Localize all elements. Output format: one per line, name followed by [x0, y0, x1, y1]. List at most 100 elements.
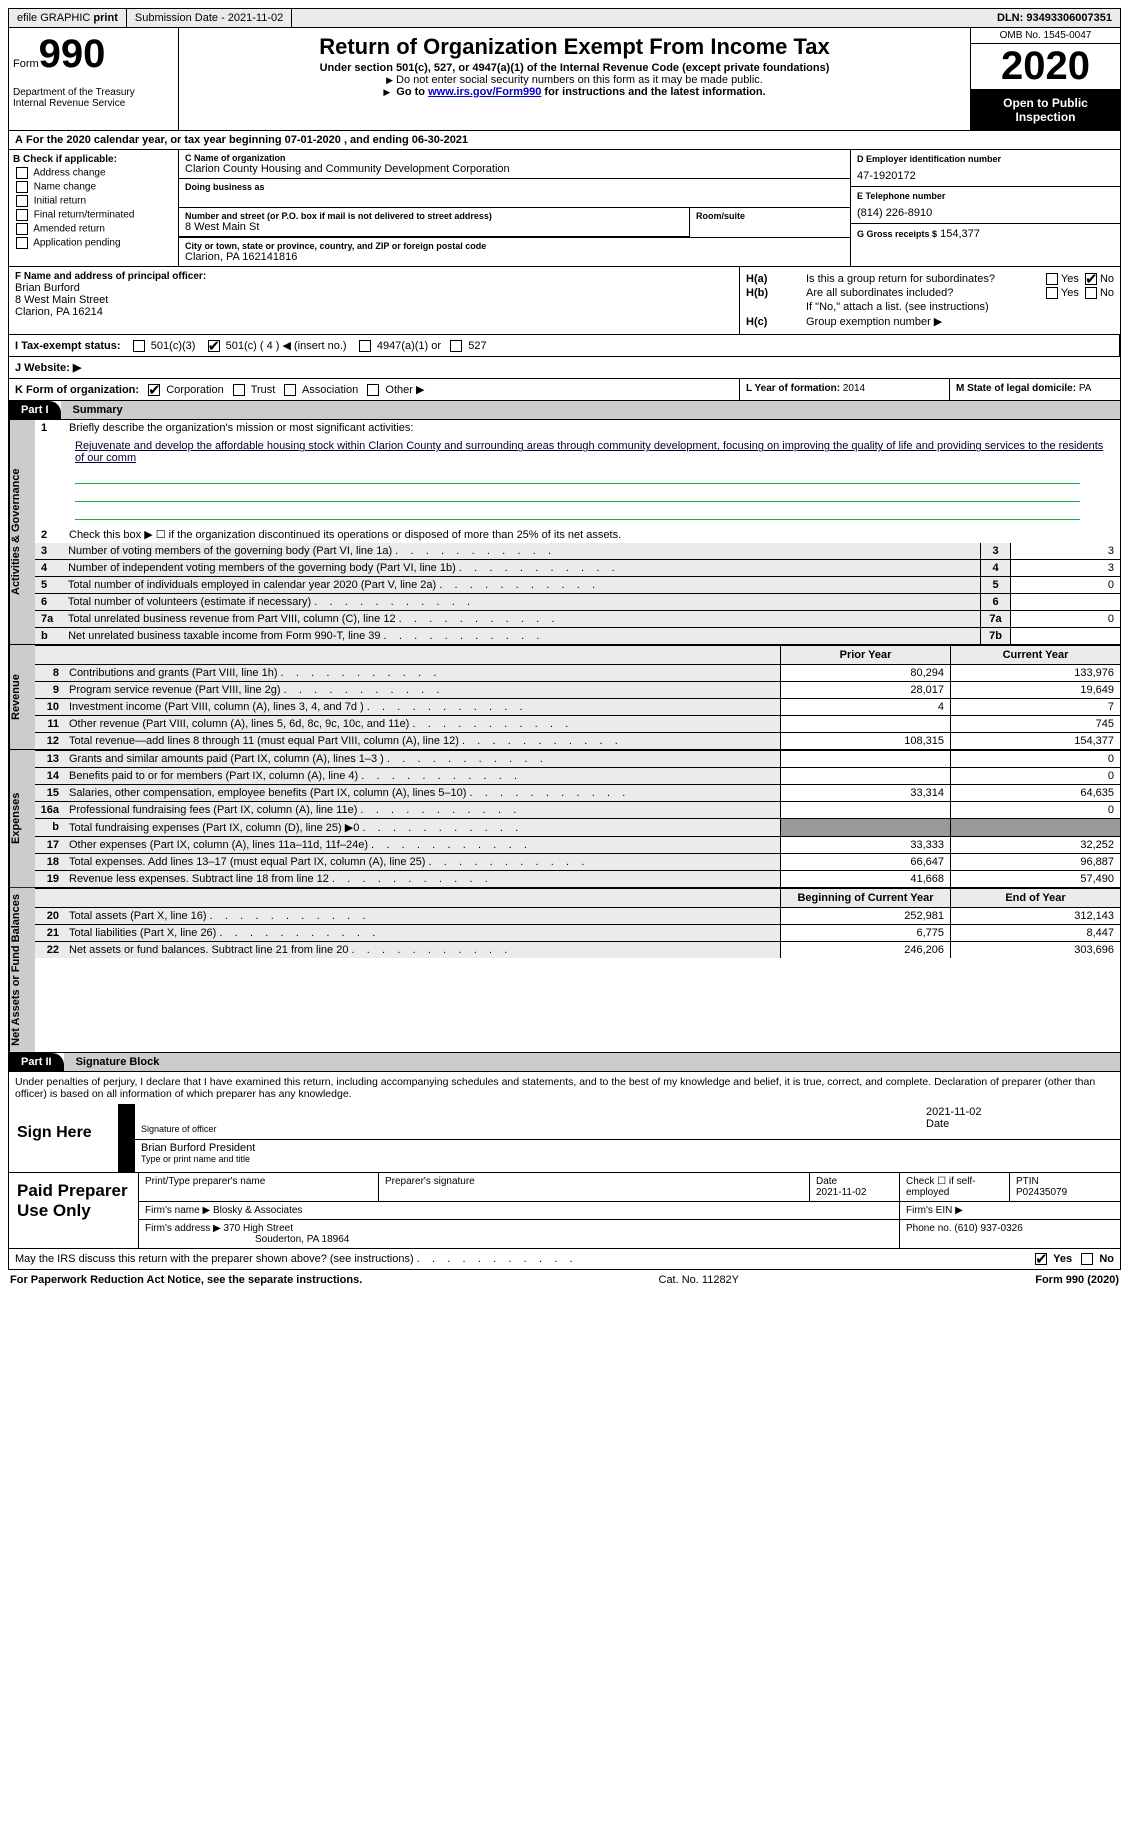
- form-title: Return of Organization Exempt From Incom…: [189, 34, 960, 60]
- chk-trust[interactable]: [233, 384, 245, 396]
- tel-value: (814) 226-8910: [857, 207, 1114, 219]
- part-1-tab: Part I: [9, 401, 61, 419]
- gross-value: 154,377: [940, 228, 980, 240]
- section-governance: Activities & Governance 1Briefly describ…: [8, 420, 1121, 645]
- section-revenue: Revenue Prior Year Current Year 8Contrib…: [8, 645, 1121, 750]
- sign-date: 2021-11-02: [926, 1106, 1114, 1118]
- chk-501c3[interactable]: [133, 340, 145, 352]
- year-formed: 2014: [843, 383, 865, 394]
- sign-arrow-icon-2: [119, 1140, 135, 1172]
- fin-line-21: 21Total liabilities (Part X, line 26)6,7…: [35, 924, 1120, 941]
- row-a-tax-year: A For the 2020 calendar year, or tax yea…: [8, 131, 1121, 150]
- chk-501c[interactable]: [208, 340, 220, 352]
- hb-no[interactable]: [1085, 287, 1097, 299]
- state-domicile: PA: [1079, 383, 1092, 394]
- room-label: Room/suite: [696, 211, 844, 221]
- prep-name-hdr: Print/Type preparer's name: [139, 1173, 379, 1201]
- omb-number: OMB No. 1545-0047: [971, 28, 1120, 44]
- note-ssn: Do not enter social security numbers on …: [189, 74, 960, 86]
- chk-app-pending[interactable]: Application pending: [13, 237, 174, 249]
- sidebar-expenses: Expenses: [9, 750, 35, 887]
- ha-yes[interactable]: [1046, 273, 1058, 285]
- form-subtitle: Under section 501(c), 527, or 4947(a)(1)…: [189, 62, 960, 74]
- hdr-end: End of Year: [950, 889, 1120, 907]
- fin-line-13: 13Grants and similar amounts paid (Part …: [35, 750, 1120, 767]
- discuss-yes[interactable]: [1035, 1253, 1047, 1265]
- fin-line-10: 10Investment income (Part VIII, column (…: [35, 698, 1120, 715]
- block-fh: F Name and address of principal officer:…: [8, 267, 1121, 335]
- city-state-zip: Clarion, PA 162141816: [185, 251, 844, 263]
- sidebar-net: Net Assets or Fund Balances: [9, 888, 35, 1052]
- fin-line-15: 15Salaries, other compensation, employee…: [35, 784, 1120, 801]
- fin-line-14: 14Benefits paid to or for members (Part …: [35, 767, 1120, 784]
- chk-address-change[interactable]: Address change: [13, 167, 174, 179]
- paid-preparer-block: Paid Preparer Use Only Print/Type prepar…: [8, 1173, 1121, 1249]
- phone-value: (610) 937-0326: [954, 1223, 1022, 1234]
- discuss-no[interactable]: [1081, 1253, 1093, 1265]
- fin-line-16a: 16aProfessional fundraising fees (Part I…: [35, 801, 1120, 818]
- gov-line-6: 6 Total number of volunteers (estimate i…: [35, 593, 1120, 610]
- fin-line-b: bTotal fundraising expenses (Part IX, co…: [35, 818, 1120, 836]
- ptin-label: PTIN: [1016, 1176, 1039, 1187]
- discuss-row: May the IRS discuss this return with the…: [8, 1249, 1121, 1270]
- fin-line-18: 18Total expenses. Add lines 13–17 (must …: [35, 853, 1120, 870]
- hc-question: Group exemption number ▶: [806, 315, 1114, 328]
- form-number: 990: [39, 32, 106, 76]
- chk-assoc[interactable]: [284, 384, 296, 396]
- sign-arrow-icon: [119, 1104, 135, 1139]
- fin-line-9: 9Program service revenue (Part VIII, lin…: [35, 681, 1120, 698]
- submission-date: Submission Date - 2021-11-02: [127, 9, 292, 27]
- part-1-name: Summary: [61, 401, 1120, 419]
- officer-name: Brian Burford: [15, 282, 733, 294]
- gov-line-7b: b Net unrelated business taxable income …: [35, 627, 1120, 644]
- print-button[interactable]: print: [93, 12, 117, 24]
- part-2-header: Part II Signature Block: [8, 1053, 1121, 1072]
- signature-label: Signature of officer: [141, 1124, 914, 1134]
- chk-4947[interactable]: [359, 340, 371, 352]
- firm-name-label: Firm's name ▶: [145, 1205, 210, 1216]
- chk-corp[interactable]: [148, 384, 160, 396]
- prep-self-emp[interactable]: Check ☐ if self-employed: [900, 1173, 1010, 1201]
- section-expenses: Expenses 13Grants and similar amounts pa…: [8, 750, 1121, 888]
- ha-no[interactable]: [1085, 273, 1097, 285]
- fin-line-19: 19Revenue less expenses. Subtract line 1…: [35, 870, 1120, 887]
- ha-label: H(a): [746, 273, 806, 285]
- top-bar: efile GRAPHIC print Submission Date - 20…: [8, 8, 1121, 28]
- fin-line-20: 20Total assets (Part X, line 16)252,9813…: [35, 907, 1120, 924]
- fin-line-11: 11Other revenue (Part VIII, column (A), …: [35, 715, 1120, 732]
- sign-here-label: Sign Here: [9, 1104, 119, 1172]
- footer-left: For Paperwork Reduction Act Notice, see …: [10, 1274, 362, 1286]
- officer-print-name: Brian Burford President: [141, 1142, 1114, 1154]
- open-inspection: Open to Public Inspection: [971, 90, 1120, 130]
- hb-yes[interactable]: [1046, 287, 1058, 299]
- org-name: Clarion County Housing and Community Dev…: [185, 163, 844, 175]
- chk-name-change[interactable]: Name change: [13, 181, 174, 193]
- penalty-statement: Under penalties of perjury, I declare th…: [8, 1072, 1121, 1104]
- part-2-tab: Part II: [9, 1053, 64, 1071]
- k-label: K Form of organization:: [15, 384, 139, 396]
- dln: DLN: 93493306007351: [989, 9, 1120, 27]
- chk-other[interactable]: [367, 384, 379, 396]
- print-name-label: Type or print name and title: [141, 1154, 1114, 1164]
- tel-label: E Telephone number: [857, 191, 1114, 201]
- fin-line-12: 12Total revenue—add lines 8 through 11 (…: [35, 732, 1120, 749]
- hc-label: H(c): [746, 316, 806, 328]
- chk-527[interactable]: [450, 340, 462, 352]
- block-bcd: B Check if applicable: Address change Na…: [8, 150, 1121, 267]
- irs-link[interactable]: www.irs.gov/Form990: [428, 86, 541, 98]
- gov-line-7a: 7a Total unrelated business revenue from…: [35, 610, 1120, 627]
- date-label: Date: [926, 1118, 1114, 1130]
- chk-initial-return[interactable]: Initial return: [13, 195, 174, 207]
- gov-line-3: 3 Number of voting members of the govern…: [35, 543, 1120, 559]
- prep-sig-hdr: Preparer's signature: [379, 1173, 810, 1201]
- tax-year: 2020: [971, 44, 1120, 90]
- page-footer: For Paperwork Reduction Act Notice, see …: [8, 1270, 1121, 1290]
- phone-label: Phone no.: [906, 1223, 952, 1234]
- l-label: L Year of formation:: [746, 383, 840, 394]
- chk-amended[interactable]: Amended return: [13, 223, 174, 235]
- i-label: I Tax-exempt status:: [15, 340, 121, 352]
- ptin-value: P02435079: [1016, 1187, 1067, 1198]
- chk-final-return[interactable]: Final return/terminated: [13, 209, 174, 221]
- hb-question: Are all subordinates included?: [806, 287, 1043, 299]
- form-header: Form990 Department of the Treasury Inter…: [8, 28, 1121, 131]
